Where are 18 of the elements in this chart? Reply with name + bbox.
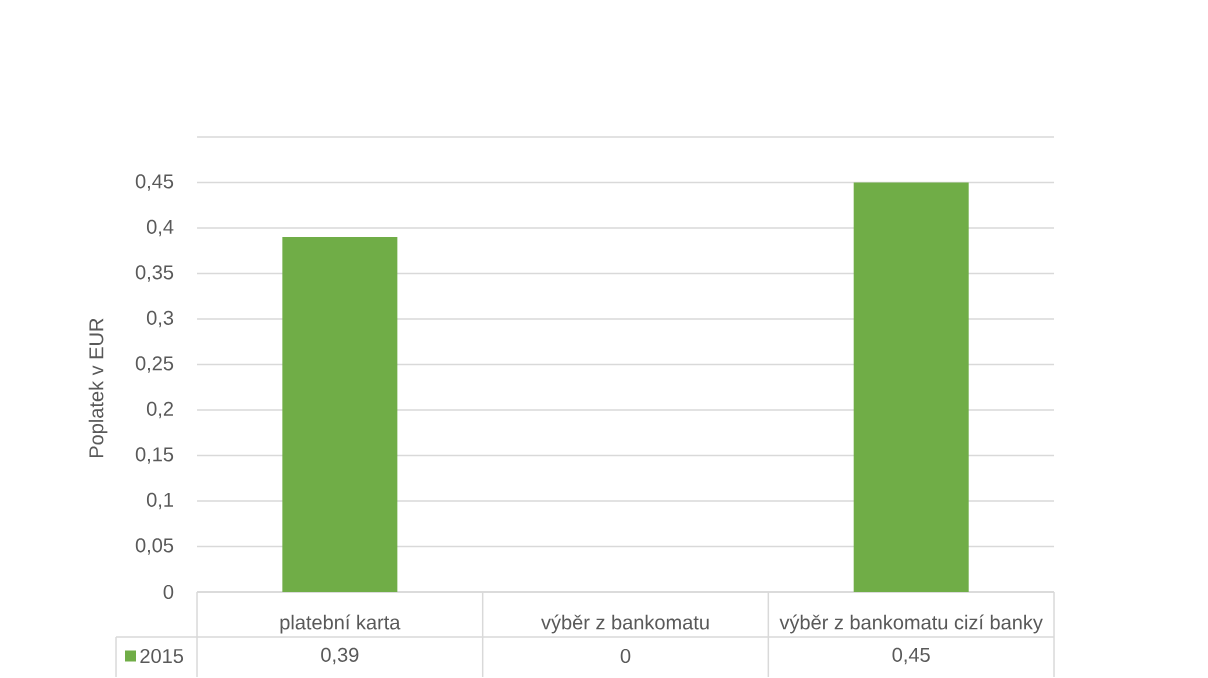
y-axis-title: Poplatek v EUR xyxy=(88,318,108,458)
x-tick-label: výběr z bankomatu xyxy=(541,614,709,634)
data-label: 0 xyxy=(620,649,631,664)
data-label: 0,45 xyxy=(892,647,930,665)
y-tick-label: 0,05 xyxy=(135,538,174,555)
x-tick-label: platební karta xyxy=(280,614,401,634)
y-tick-label: 0,15 xyxy=(135,447,174,464)
y-tick-label: 0,1 xyxy=(146,492,174,510)
y-tick-label: 0 xyxy=(163,585,174,600)
y-tick-label: 0,25 xyxy=(135,356,174,373)
y-tick-label: 0,2 xyxy=(146,401,173,419)
data-label: 0,39 xyxy=(321,647,359,665)
y-tick-label: 0,3 xyxy=(146,310,174,328)
y-tick-label: 0,4 xyxy=(146,219,174,237)
y-tick-label: 0,35 xyxy=(135,265,174,282)
x-tick-label: výběr z bankomatu cizí banky xyxy=(779,614,1043,634)
y-tick-label: 0,45 xyxy=(135,174,174,191)
legend-label: 2015 xyxy=(140,649,184,664)
